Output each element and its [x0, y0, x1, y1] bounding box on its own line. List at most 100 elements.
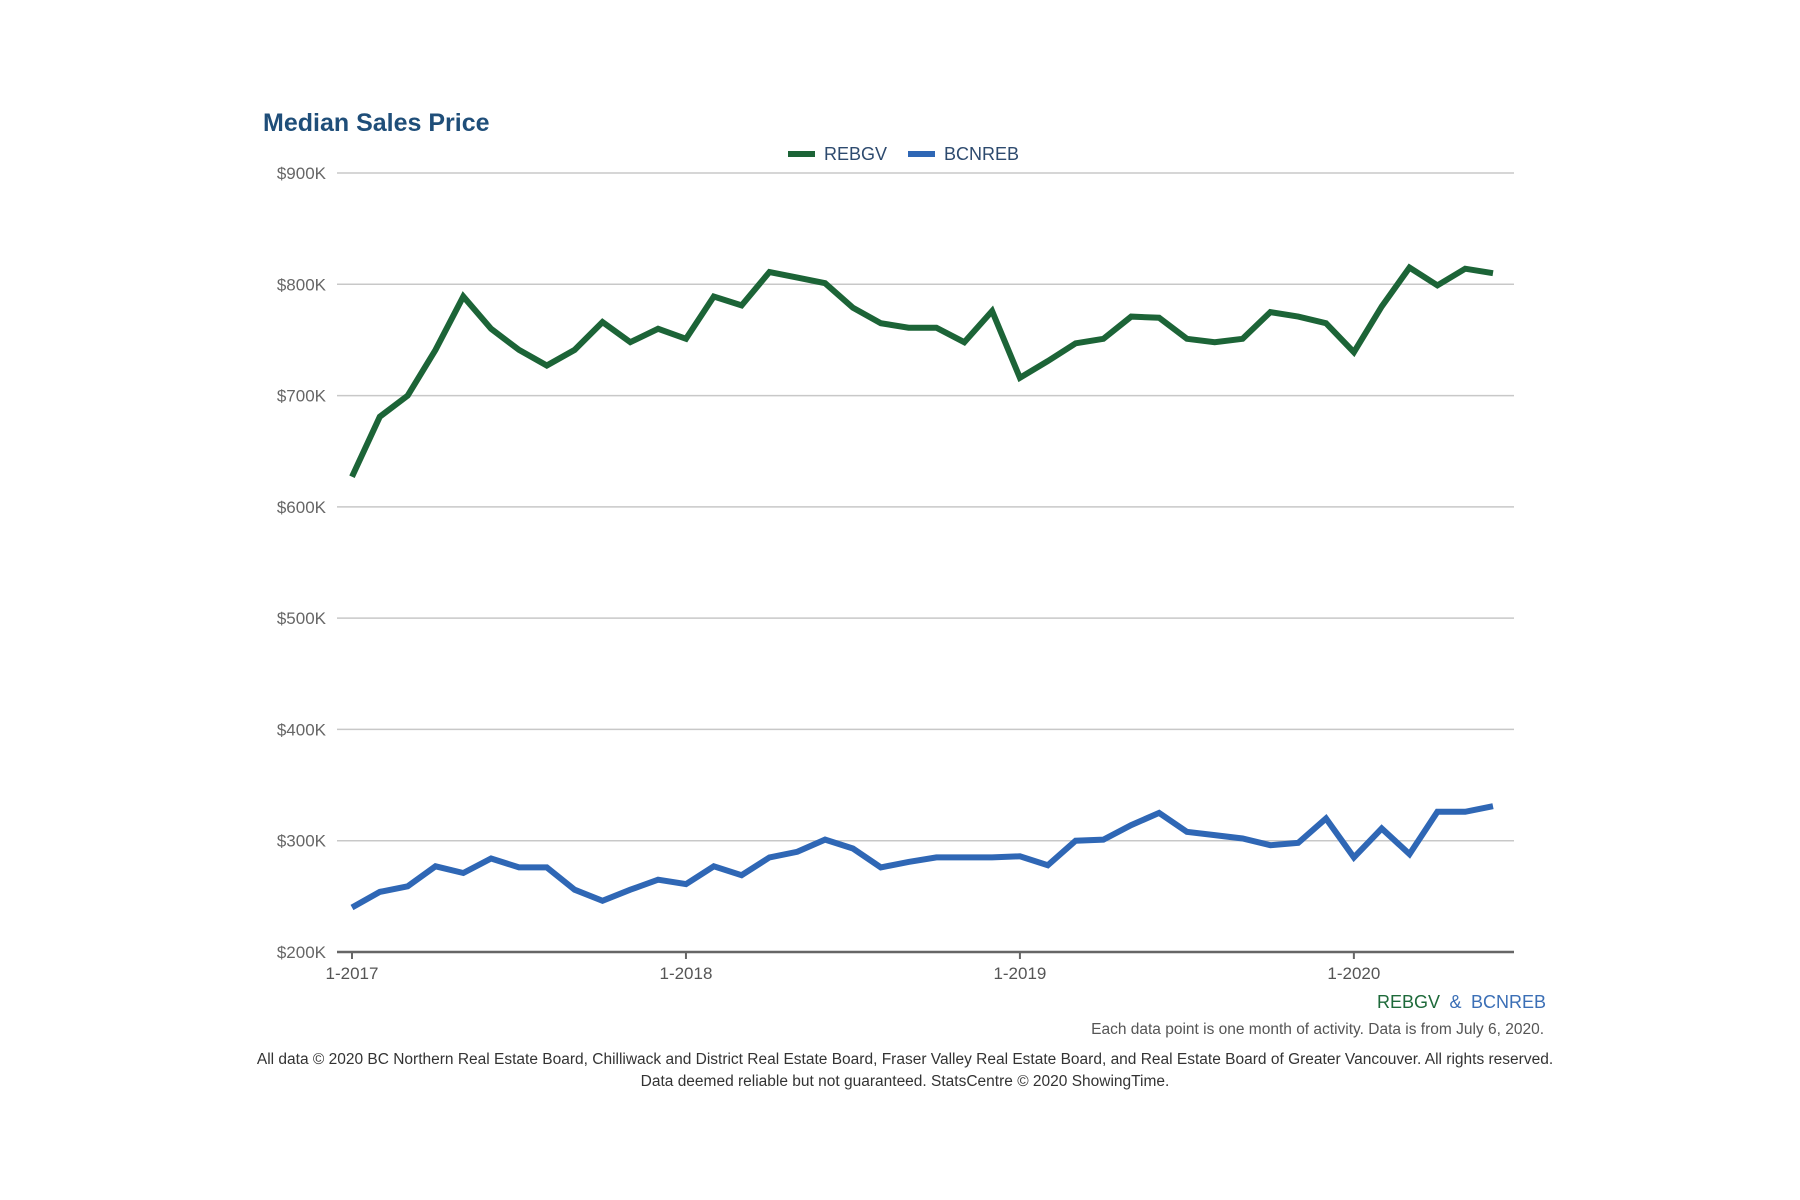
data-point-rebgv [1379, 304, 1385, 310]
data-point-rebgv [822, 280, 828, 286]
data-point-bcnreb [655, 877, 661, 883]
data-point-bcnreb [1379, 825, 1385, 831]
data-point-rebgv [1212, 339, 1218, 345]
data-point-rebgv [878, 320, 884, 326]
data-point-rebgv [1462, 266, 1468, 272]
data-point-bcnreb [460, 870, 466, 876]
data-point-rebgv [766, 269, 772, 275]
series-lines [349, 263, 1496, 911]
data-note: Each data point is one month of activity… [1091, 1021, 1544, 1038]
source-label: REBGV & BCNREB [1377, 992, 1546, 1012]
y-tick-label: $900K [277, 164, 327, 183]
data-point-bcnreb [1073, 838, 1079, 844]
x-tick-label: 1-2017 [326, 964, 379, 983]
data-point-bcnreb [1462, 809, 1468, 815]
x-tick-label: 1-2020 [1327, 964, 1380, 983]
data-point-rebgv [516, 347, 522, 353]
data-point-rebgv [655, 326, 661, 332]
data-point-bcnreb [627, 887, 633, 893]
source-separator: & [1450, 992, 1462, 1012]
data-point-rebgv [1295, 314, 1301, 320]
data-point-rebgv [405, 393, 411, 399]
data-point-rebgv [599, 319, 605, 325]
data-point-rebgv [377, 414, 383, 420]
data-point-bcnreb [377, 889, 383, 895]
x-axis-ticks: 1-2017 1-2018 1-2019 1-2020 [326, 952, 1380, 983]
legend-swatch-bcnreb [908, 151, 935, 157]
data-point-rebgv [572, 347, 578, 353]
x-tick-label: 1-2019 [993, 964, 1046, 983]
y-tick-label: $300K [277, 832, 327, 851]
data-point-bcnreb [961, 854, 967, 860]
data-point-bcnreb [1295, 840, 1301, 846]
data-point-bcnreb [488, 856, 494, 862]
data-point-rebgv [1351, 349, 1357, 355]
data-point-rebgv [933, 325, 939, 331]
footer-line-2: Data deemed reliable but not guaranteed.… [641, 1073, 1170, 1090]
legend-swatch-rebgv [788, 151, 815, 157]
data-point-rebgv [711, 294, 717, 300]
data-point-rebgv [1267, 309, 1273, 315]
data-point-rebgv [460, 294, 466, 300]
data-point-bcnreb [1323, 815, 1329, 821]
data-point-rebgv [794, 275, 800, 281]
chart-title: Median Sales Price [263, 109, 490, 137]
data-point-bcnreb [906, 859, 912, 865]
y-tick-label: $600K [277, 498, 327, 517]
footer-line-1: All data © 2020 BC Northern Real Estate … [257, 1051, 1553, 1068]
data-point-bcnreb [933, 854, 939, 860]
data-point-bcnreb [1240, 835, 1246, 841]
data-point-rebgv [961, 339, 967, 345]
data-point-bcnreb [1490, 803, 1496, 809]
data-point-bcnreb [1156, 810, 1162, 816]
data-point-rebgv [1156, 315, 1162, 321]
data-point-rebgv [349, 474, 355, 480]
data-point-bcnreb [405, 883, 411, 889]
legend-label-bcnreb[interactable]: BCNREB [944, 144, 1019, 164]
legend-label-rebgv[interactable]: REBGV [824, 144, 887, 164]
x-tick-label: 1-2018 [659, 964, 712, 983]
data-point-bcnreb [1267, 842, 1273, 848]
series-line-bcnreb [350, 803, 1494, 911]
data-point-rebgv [432, 347, 438, 353]
data-point-bcnreb [878, 864, 884, 870]
data-point-bcnreb [1434, 809, 1440, 815]
data-point-rebgv [1490, 270, 1496, 276]
y-tick-label: $800K [277, 275, 327, 294]
data-point-rebgv [627, 339, 633, 345]
y-axis-ticks: $200K $300K $400K $500K $600K $700K $800K $900K [277, 164, 327, 962]
legend: REBGV BCNREB [788, 144, 1019, 164]
data-point-rebgv [1434, 282, 1440, 288]
data-point-rebgv [1407, 265, 1413, 271]
y-tick-label: $200K [277, 943, 327, 962]
data-point-bcnreb [572, 887, 578, 893]
data-point-bcnreb [1128, 822, 1134, 828]
data-point-bcnreb [1017, 853, 1023, 859]
data-point-rebgv [850, 305, 856, 311]
data-point-rebgv [1240, 336, 1246, 342]
source-rebgv: REBGV [1377, 992, 1440, 1012]
y-tick-label: $500K [277, 609, 327, 628]
data-point-bcnreb [989, 854, 995, 860]
data-point-bcnreb [711, 863, 717, 869]
data-point-rebgv [1100, 336, 1106, 342]
data-point-rebgv [1045, 358, 1051, 364]
data-point-rebgv [1323, 320, 1329, 326]
data-point-bcnreb [1184, 829, 1190, 835]
data-point-rebgv [989, 308, 995, 314]
data-point-bcnreb [1100, 837, 1106, 843]
data-point-bcnreb [544, 864, 550, 870]
data-point-bcnreb [1407, 851, 1413, 857]
data-point-bcnreb [794, 849, 800, 855]
data-point-rebgv [488, 326, 494, 332]
data-point-bcnreb [432, 863, 438, 869]
data-point-rebgv [906, 325, 912, 331]
data-point-rebgv [1184, 336, 1190, 342]
data-point-rebgv [683, 336, 689, 342]
data-point-rebgv [1017, 375, 1023, 381]
y-tick-label: $400K [277, 720, 327, 739]
data-point-bcnreb [1351, 854, 1357, 860]
data-point-bcnreb [822, 837, 828, 843]
data-point-rebgv [1128, 314, 1134, 320]
